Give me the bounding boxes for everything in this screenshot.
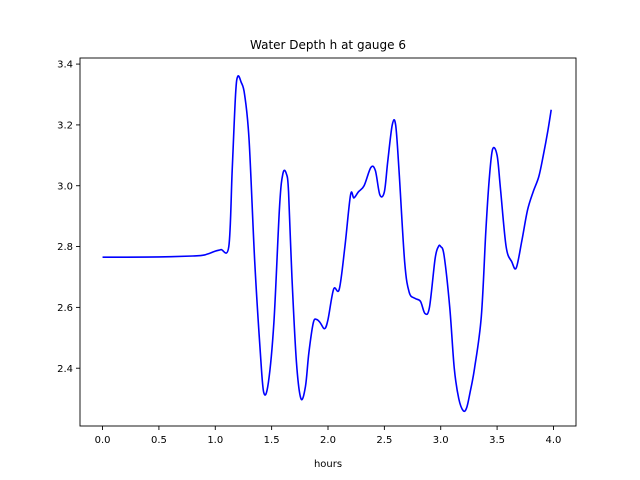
y-tick-label: 3.4 <box>57 60 73 71</box>
x-tick-label: 1.5 <box>264 435 280 446</box>
x-axis-label: hours <box>314 459 342 470</box>
x-tick-label: 3.5 <box>489 435 505 446</box>
y-tick-label: 2.4 <box>57 364 73 375</box>
x-tick-label: 4.0 <box>546 435 562 446</box>
x-tick-label: 3.0 <box>433 435 449 446</box>
plot-area <box>102 75 552 413</box>
y-tick-label: 3.0 <box>57 181 73 192</box>
x-tick-label: 2.5 <box>376 435 392 446</box>
x-tick-label: 0.5 <box>151 435 167 446</box>
axes: 0.0 0.5 1.0 1.5 2.0 2.5 3.0 3.5 4.0 2.4 2.6 2.8 3.0 3… <box>57 57 577 446</box>
y-tick-label: 3.2 <box>57 121 73 132</box>
x-tick-label: 1.0 <box>207 435 223 446</box>
chart-title: Water Depth h at gauge 6 <box>250 38 406 52</box>
x-tick-label: 0.0 <box>95 435 111 446</box>
series-line-0 <box>102 75 552 413</box>
x-tick-label: 2.0 <box>320 435 336 446</box>
y-tick-label: 2.8 <box>57 242 73 253</box>
y-tick-label: 2.6 <box>57 303 73 314</box>
